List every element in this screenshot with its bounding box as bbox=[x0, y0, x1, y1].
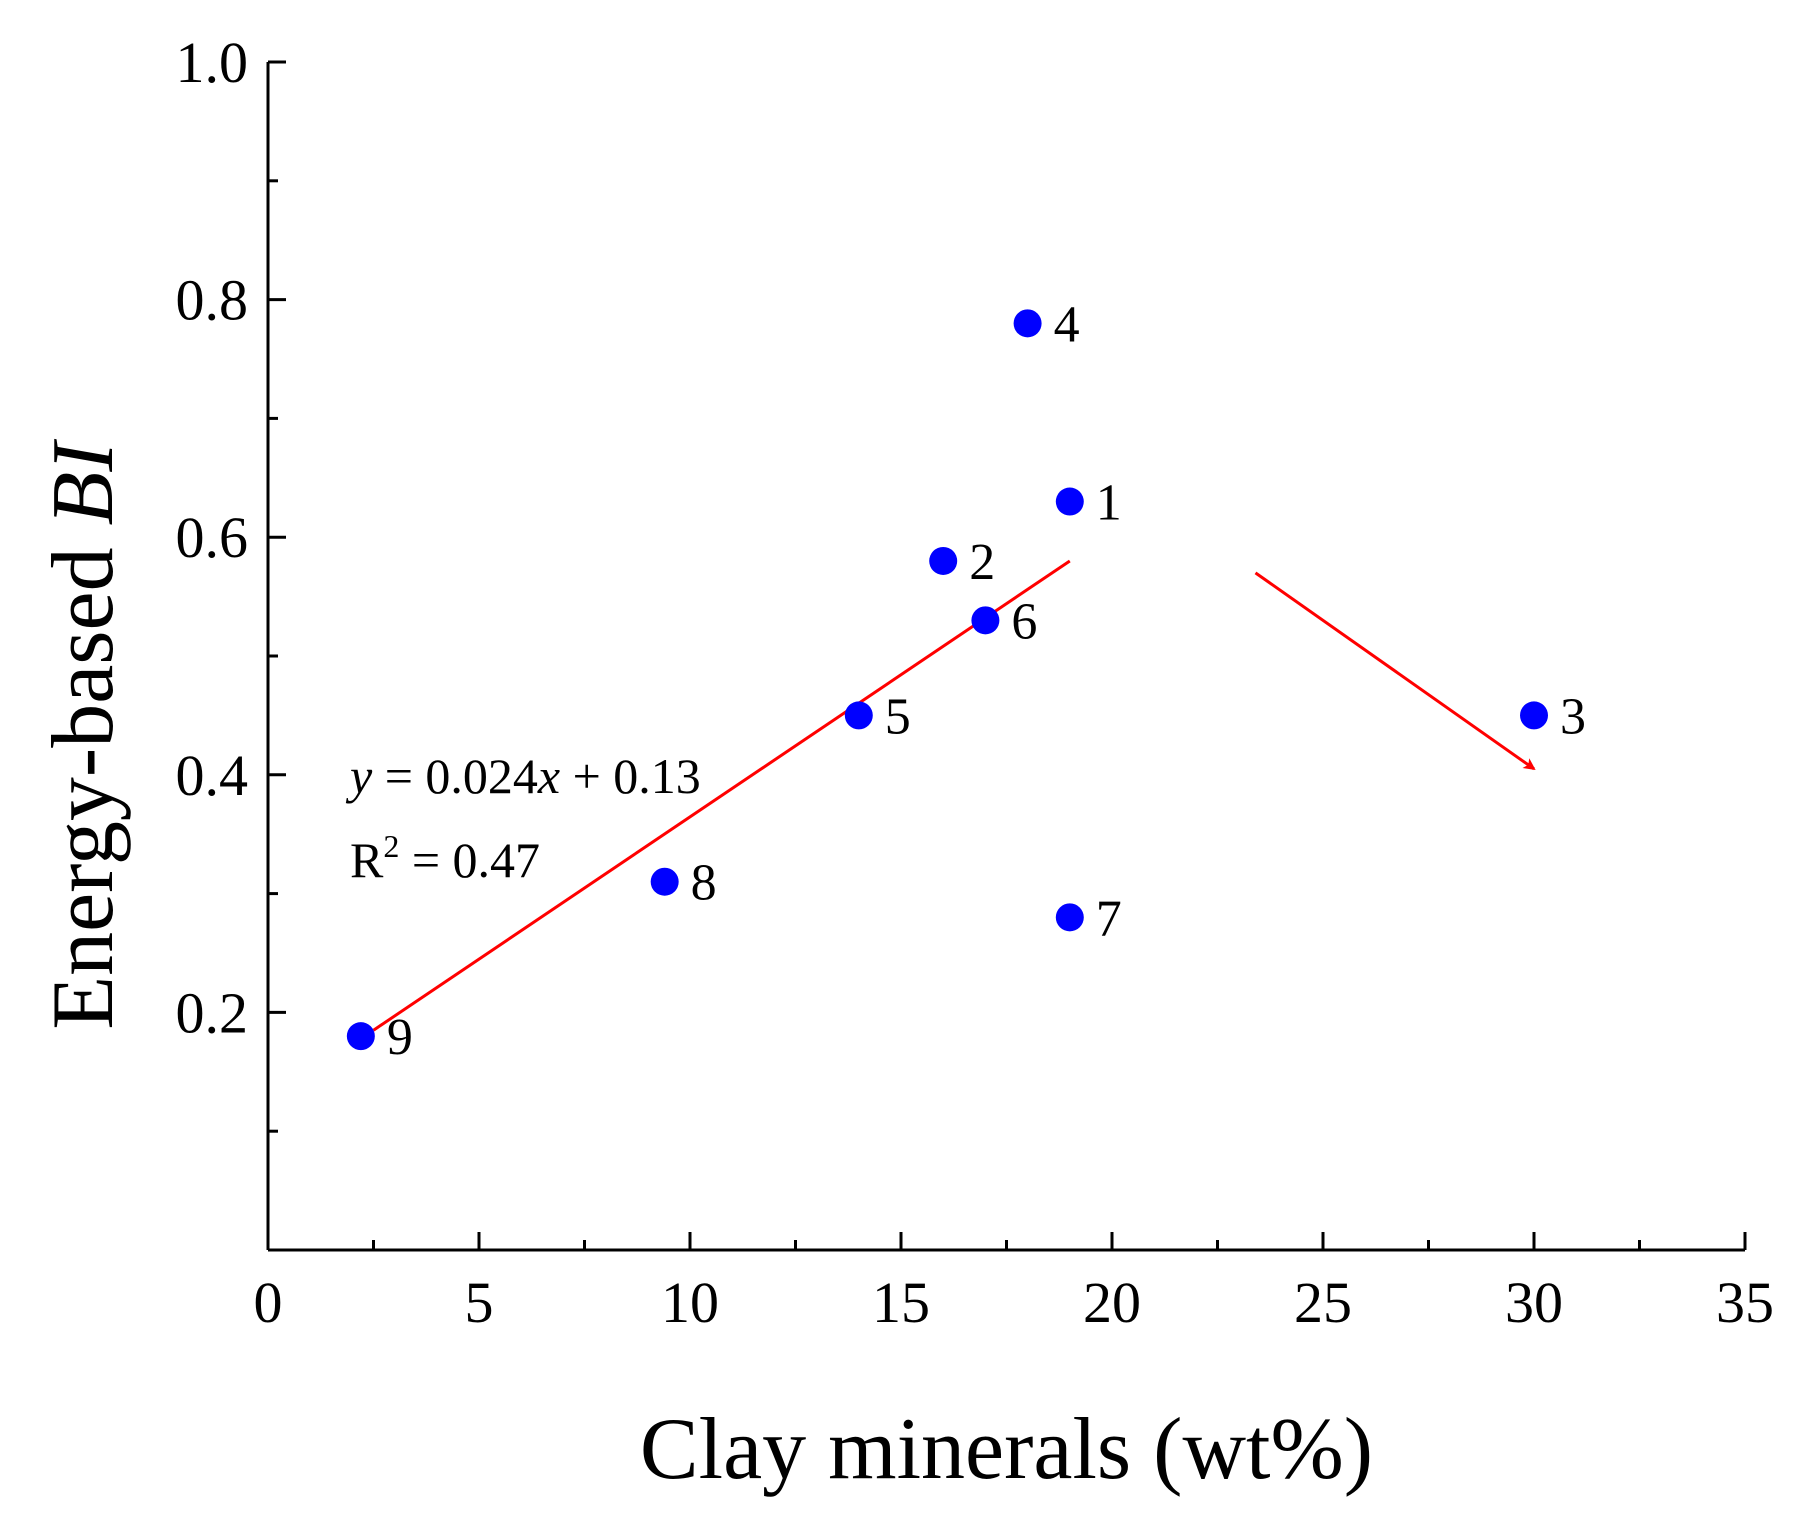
y-axis-title-prefix: Energy-based bbox=[35, 525, 132, 1029]
y-ticks: 0.2 0.4 0.6 0.8 1.0 bbox=[176, 30, 286, 1133]
data-point-4 bbox=[1013, 309, 1042, 338]
trend-arrow bbox=[1254, 571, 1536, 771]
eq-tail: + 0.13 bbox=[560, 748, 701, 804]
data-point-label-6: 6 bbox=[1011, 593, 1037, 650]
data-point-label-1: 1 bbox=[1096, 475, 1122, 532]
data-point-label-9: 9 bbox=[387, 1009, 413, 1066]
regression-line bbox=[372, 559, 1071, 1032]
x-tick-label: 5 bbox=[465, 1270, 494, 1335]
eq-mid: = 0.024 bbox=[372, 748, 538, 804]
r2-superscript: 2 bbox=[383, 828, 399, 864]
r2-base: R bbox=[350, 832, 384, 888]
regression-equation: y = 0.024x + 0.13 bbox=[345, 748, 701, 804]
data-point-3 bbox=[1520, 701, 1548, 730]
data-point-label-5: 5 bbox=[885, 688, 911, 745]
x-tick-label: 0 bbox=[254, 1270, 283, 1335]
data-point-8 bbox=[650, 867, 679, 896]
data-point-label-8: 8 bbox=[691, 855, 717, 912]
data-point-label-7: 7 bbox=[1096, 890, 1122, 947]
data-point-7 bbox=[1055, 903, 1084, 932]
x-tick-label: 10 bbox=[661, 1270, 719, 1335]
x-tick-label: 15 bbox=[872, 1270, 930, 1335]
y-tick-label: 0.6 bbox=[176, 505, 249, 570]
y-axis-title-italic: BI bbox=[35, 439, 132, 526]
y-tick-label: 0.2 bbox=[176, 980, 249, 1045]
r-squared: R2 = 0.47 bbox=[350, 828, 540, 888]
eq-x-var: x bbox=[537, 748, 560, 804]
y-axis-title: Energy-based BI bbox=[35, 439, 132, 1030]
y-tick-label: 1.0 bbox=[176, 30, 249, 95]
data-point-2 bbox=[929, 546, 958, 575]
x-tick-label: 20 bbox=[1083, 1270, 1141, 1335]
data-point-1 bbox=[1055, 487, 1084, 516]
eq-y-var: y bbox=[345, 748, 373, 804]
data-points: 1 2 3 4 5 6 7 8 9 bbox=[346, 296, 1586, 1066]
y-tick-label: 0.4 bbox=[176, 743, 249, 808]
data-point-label-2: 2 bbox=[969, 534, 995, 591]
x-tick-label: 35 bbox=[1716, 1270, 1774, 1335]
data-point-label-3: 3 bbox=[1560, 688, 1586, 745]
data-point-6 bbox=[971, 606, 1000, 635]
data-point-5 bbox=[844, 701, 873, 730]
x-tick-label: 30 bbox=[1505, 1270, 1563, 1335]
data-point-label-4: 4 bbox=[1054, 296, 1080, 353]
r2-value: = 0.47 bbox=[399, 832, 540, 888]
y-tick-label: 0.8 bbox=[176, 268, 249, 333]
axes bbox=[266, 62, 1745, 1252]
data-point-9 bbox=[346, 1022, 375, 1051]
x-ticks: 0 5 10 15 20 25 30 35 bbox=[254, 1232, 1774, 1335]
x-axis-title: Clay minerals (wt%) bbox=[640, 1401, 1373, 1498]
x-tick-label: 25 bbox=[1294, 1270, 1352, 1335]
